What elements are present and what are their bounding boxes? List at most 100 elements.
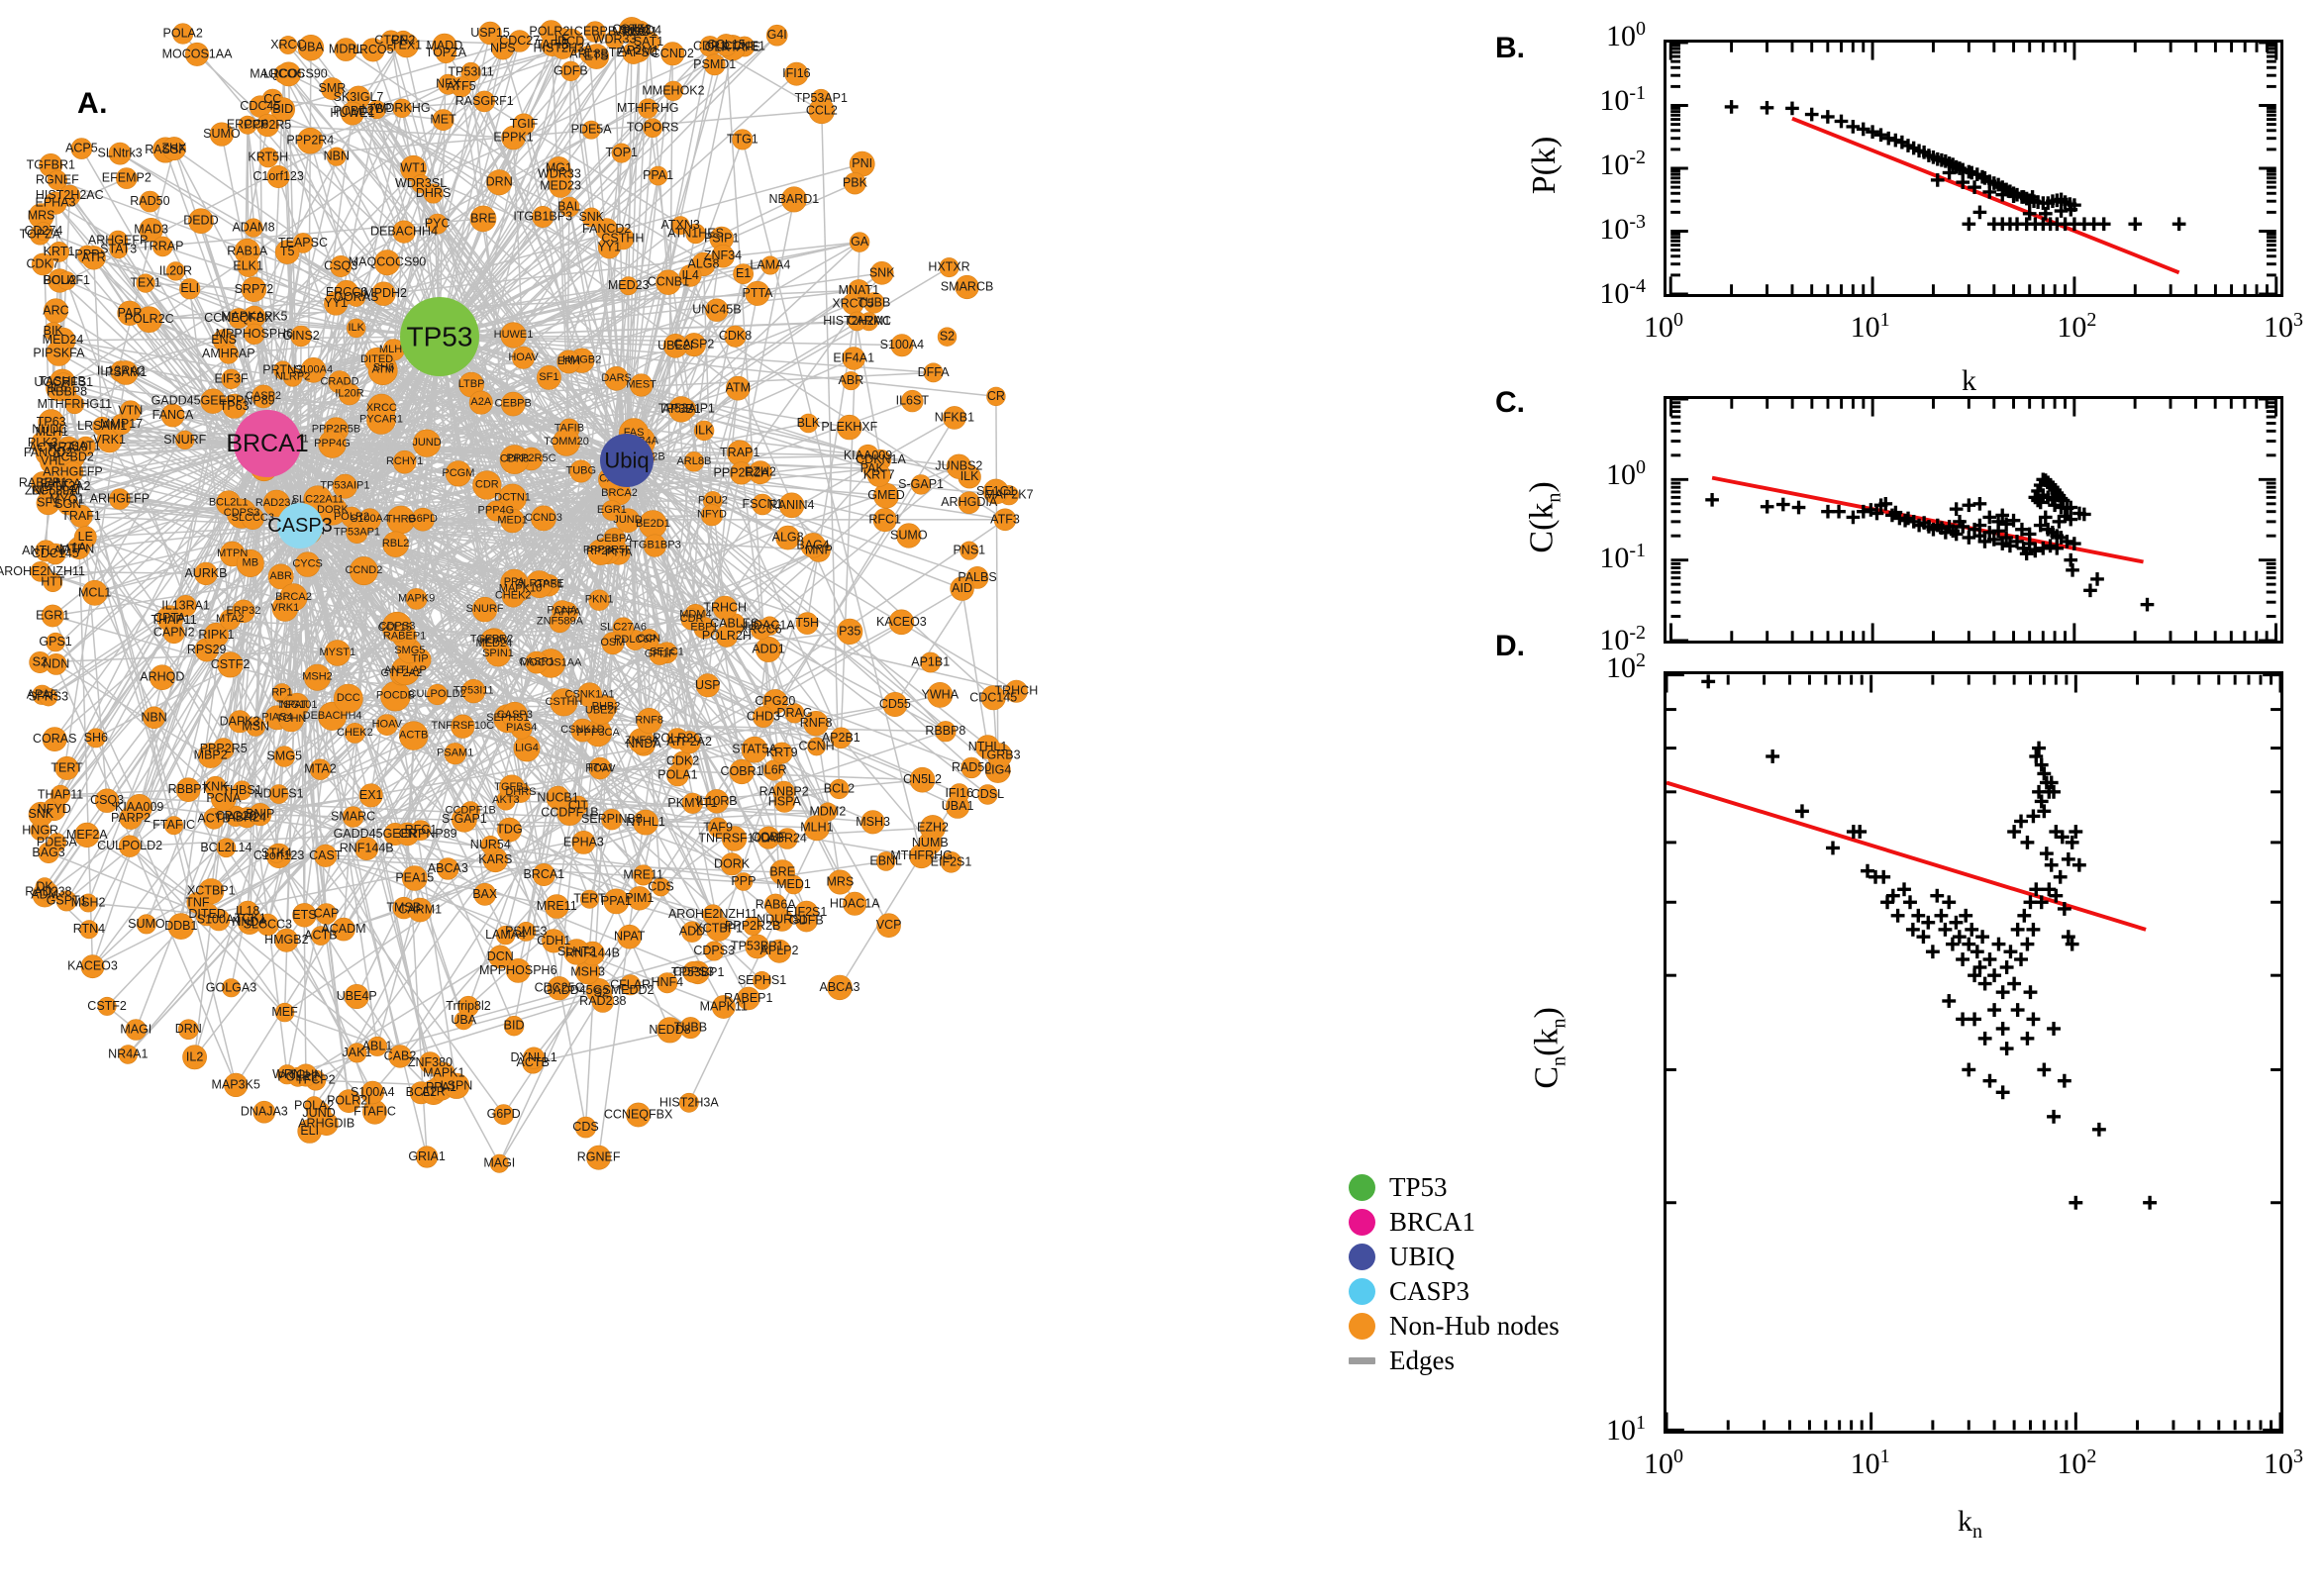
network-node[interactable] [583, 44, 610, 69]
network-node[interactable] [246, 717, 266, 737]
network-node[interactable] [75, 436, 96, 456]
network-node[interactable] [982, 478, 1009, 505]
network-node[interactable] [435, 42, 457, 64]
network-node[interactable] [765, 24, 788, 47]
network-node[interactable] [152, 236, 173, 257]
network-node[interactable] [550, 688, 578, 717]
network-node[interactable] [381, 611, 413, 643]
network-node[interactable] [888, 609, 915, 636]
network-node[interactable] [584, 21, 606, 43]
network-node[interactable] [472, 470, 502, 500]
network-node[interactable] [347, 318, 366, 339]
network-node[interactable] [760, 255, 780, 275]
network-node[interactable] [120, 400, 142, 422]
network-node[interactable] [150, 664, 175, 691]
network-node[interactable] [581, 207, 602, 228]
network-node[interactable] [200, 388, 226, 414]
network-node[interactable] [734, 872, 754, 891]
network-node[interactable] [960, 756, 982, 779]
network-node[interactable] [237, 900, 259, 923]
network-node[interactable] [882, 691, 908, 717]
hub-node-brca1[interactable] [234, 410, 301, 477]
network-node[interactable] [46, 632, 65, 652]
network-node[interactable] [611, 143, 632, 163]
network-node[interactable] [392, 98, 412, 119]
network-node[interactable] [896, 523, 922, 549]
network-node[interactable] [45, 543, 66, 565]
network-node[interactable] [601, 632, 625, 655]
network-node[interactable] [41, 604, 64, 628]
network-node[interactable] [633, 809, 658, 836]
network-node[interactable] [344, 983, 369, 1009]
network-node[interactable] [42, 727, 67, 752]
network-node[interactable] [412, 429, 442, 457]
network-node[interactable] [139, 190, 161, 213]
network-node[interactable] [980, 685, 1006, 711]
network-node[interactable] [255, 113, 279, 138]
network-node[interactable] [49, 241, 70, 262]
network-node[interactable] [160, 403, 185, 428]
network-node[interactable] [366, 404, 396, 435]
network-node[interactable] [725, 375, 751, 401]
network-node[interactable] [31, 252, 54, 276]
network-node[interactable] [752, 493, 773, 516]
network-node[interactable] [827, 974, 853, 1001]
network-node[interactable] [662, 333, 688, 358]
network-node[interactable] [729, 758, 755, 785]
network-node[interactable] [175, 777, 201, 803]
hub-node-ubiq[interactable] [600, 434, 654, 487]
network-node[interactable] [586, 1145, 612, 1170]
network-node[interactable] [784, 61, 809, 86]
network-node[interactable] [612, 617, 635, 639]
network-node[interactable] [552, 428, 580, 456]
network-node[interactable] [869, 260, 894, 285]
network-node[interactable] [401, 865, 428, 891]
network-node[interactable] [547, 976, 571, 1001]
network-node[interactable] [560, 60, 581, 82]
network-node[interactable] [493, 1104, 515, 1126]
network-node[interactable] [604, 30, 625, 50]
network-node[interactable] [332, 473, 357, 499]
network-node[interactable] [775, 525, 800, 550]
network-node[interactable] [451, 714, 475, 739]
network-node[interactable] [910, 474, 932, 495]
network-node[interactable] [252, 384, 275, 409]
network-node[interactable] [471, 596, 498, 623]
network-node[interactable] [681, 792, 704, 814]
network-node[interactable] [939, 257, 960, 278]
network-node[interactable] [574, 1116, 597, 1139]
network-node[interactable] [282, 366, 303, 387]
network-node[interactable] [332, 917, 355, 942]
network-node[interactable] [427, 683, 449, 706]
network-node[interactable] [34, 222, 53, 241]
network-node[interactable] [179, 278, 201, 300]
network-node[interactable] [296, 127, 324, 154]
hub-node-casp3[interactable] [277, 503, 323, 549]
network-node[interactable] [937, 327, 958, 347]
network-node[interactable] [61, 461, 84, 483]
network-node[interactable] [685, 223, 706, 245]
network-node[interactable] [489, 1153, 509, 1173]
network-node[interactable] [844, 172, 866, 195]
network-node[interactable] [81, 246, 106, 270]
network-node[interactable] [367, 100, 386, 120]
network-node[interactable] [522, 1047, 546, 1069]
network-node[interactable] [392, 449, 417, 474]
network-node[interactable] [949, 783, 969, 804]
network-node[interactable] [194, 561, 218, 586]
network-node[interactable] [419, 1051, 442, 1074]
network-node[interactable] [224, 1072, 249, 1097]
network-node[interactable] [236, 549, 264, 577]
network-node[interactable] [678, 264, 702, 287]
network-node[interactable] [73, 526, 97, 549]
network-node[interactable] [542, 929, 566, 953]
network-node[interactable] [500, 322, 527, 349]
network-node[interactable] [222, 393, 248, 419]
network-node[interactable] [118, 1045, 139, 1064]
network-node[interactable] [274, 928, 299, 952]
network-node[interactable] [416, 1146, 439, 1168]
network-node[interactable] [818, 802, 838, 822]
network-node[interactable] [314, 844, 338, 867]
network-node[interactable] [702, 904, 724, 926]
network-node[interactable] [588, 756, 612, 780]
